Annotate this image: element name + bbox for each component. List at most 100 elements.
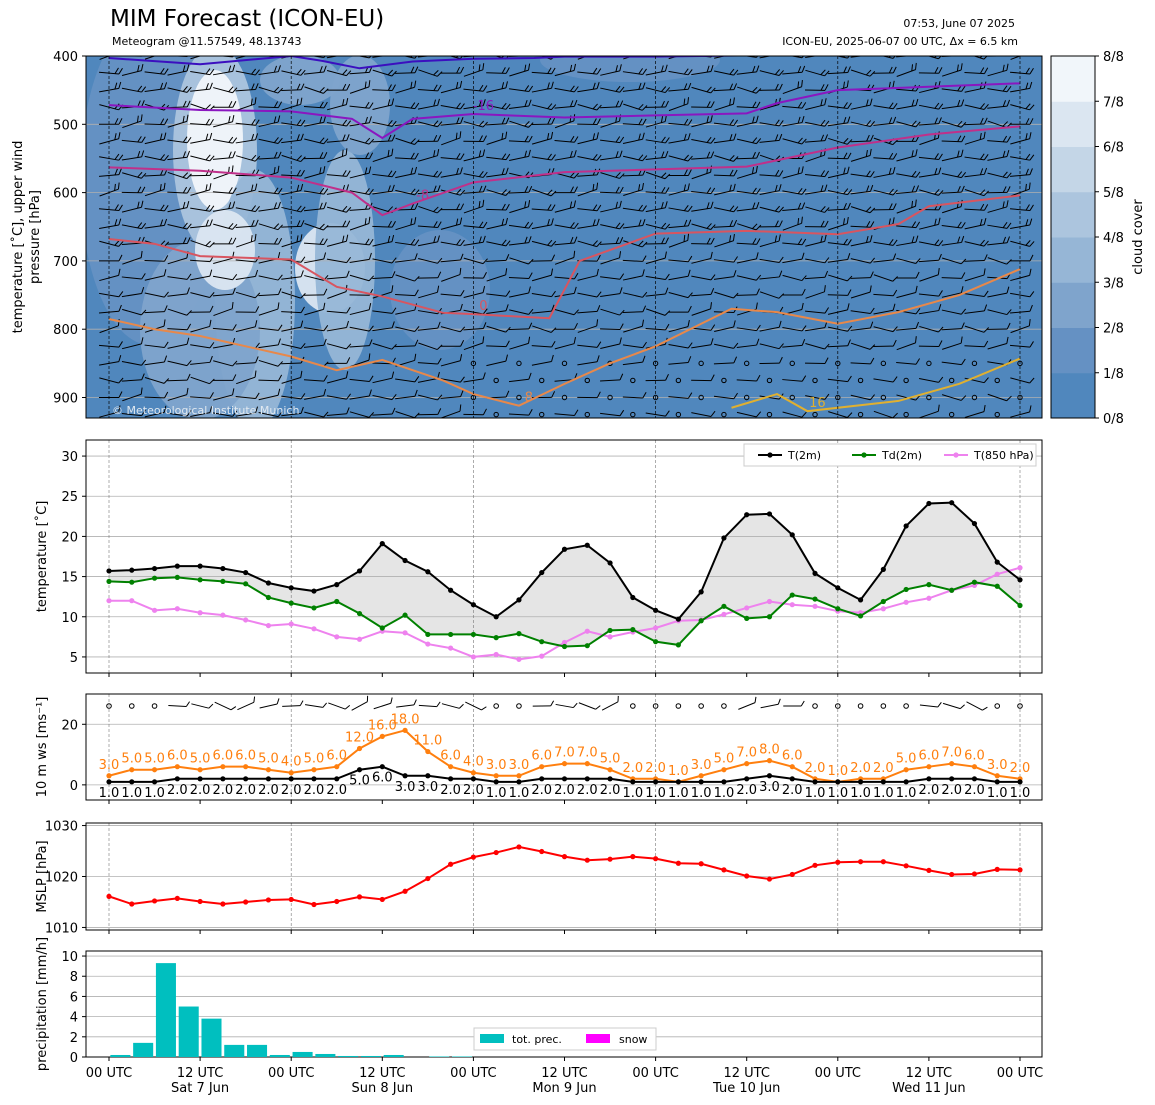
wind-barb [418, 285, 440, 299]
y-tick-label: 4 [70, 1011, 78, 1026]
t850-point [425, 641, 431, 647]
wind-barb [144, 341, 169, 348]
mslp-point [607, 856, 613, 862]
wind-barb [1010, 291, 1035, 298]
mslp-point [675, 860, 681, 866]
wind-barb [600, 85, 625, 93]
wind-barb [554, 186, 578, 194]
y-tick-label: 700 [53, 255, 78, 270]
y-tick-label: 10 [61, 611, 78, 626]
wind-barb [759, 169, 784, 177]
wind-barb [759, 320, 782, 332]
wind-barb [850, 56, 871, 58]
wind-barb [918, 239, 944, 247]
wind-barb [167, 273, 192, 280]
t2m-point [835, 585, 841, 591]
wind-barb [554, 250, 576, 265]
td2m-point [425, 631, 431, 638]
t2m-point [880, 566, 886, 572]
wind-barb [850, 342, 876, 350]
wind-barb [782, 252, 805, 264]
precip-bar [201, 1018, 222, 1057]
wind-barb [349, 303, 372, 316]
isotherm-label: 8 [525, 391, 533, 406]
wind-barb [167, 222, 192, 230]
wind-barb [759, 184, 782, 196]
wind-barb [236, 233, 257, 248]
wind-barb [782, 338, 806, 348]
wind-barb [327, 148, 348, 163]
wind-barb [736, 274, 762, 281]
wind-barb [850, 98, 873, 110]
wind-barb [212, 56, 237, 58]
wind-barb [349, 389, 372, 400]
wind-barb [212, 274, 238, 281]
gust-value-label: 5.0 [144, 752, 165, 767]
wind-barb [281, 320, 304, 332]
wind-barb [577, 240, 602, 248]
wind-barb [966, 701, 988, 711]
precip-bar [429, 1056, 450, 1057]
wind-barb [212, 201, 236, 212]
wind-barb [509, 257, 534, 265]
wind-barb [167, 373, 191, 382]
wind-barb [668, 319, 690, 333]
wind-barb [622, 118, 647, 126]
wind-barb [805, 393, 830, 400]
mslp-point [311, 901, 317, 908]
td2m-point [197, 577, 203, 583]
wind-barb [532, 325, 557, 333]
wind-barb [941, 358, 966, 366]
legend-label: snow [619, 1033, 647, 1046]
wind-gust-point [766, 758, 773, 764]
wind-barb [736, 137, 762, 145]
wind-barb [1010, 254, 1034, 262]
gust-value-label: 2.0 [645, 761, 666, 776]
wind-barb [600, 287, 623, 297]
wind-barb [372, 407, 396, 416]
wind-gust-point [334, 764, 340, 770]
td2m-point [448, 631, 454, 638]
wind-barb [964, 290, 989, 297]
wind-mean-point [971, 776, 978, 782]
wind-barb [645, 251, 667, 265]
wind-barb [896, 170, 921, 178]
mslp-point [744, 873, 750, 879]
y-tick-label: 900 [53, 392, 78, 407]
wind-barb [873, 410, 898, 418]
td2m-point [630, 627, 636, 633]
wind-barb [326, 97, 349, 111]
wind-barb [258, 86, 283, 94]
wind-barb [554, 200, 576, 213]
wind-barb [258, 223, 283, 231]
t2m-point [857, 597, 864, 603]
mean-wind-value-label: 2.0 [600, 783, 621, 798]
calm-wind-marker [539, 377, 545, 384]
wind-barb [214, 701, 237, 711]
mslp-point [356, 894, 363, 900]
x-tick-label: 00 UTC [86, 1066, 132, 1081]
wind-barb [850, 271, 874, 279]
wind-barb [328, 702, 351, 710]
wind-barb [532, 700, 555, 707]
wind-barb [395, 188, 420, 196]
wind-barb [99, 118, 123, 125]
wind-barb [941, 286, 964, 298]
wind-barb [531, 304, 555, 314]
t850-point [766, 598, 773, 605]
mean-wind-value-label: 2.0 [964, 783, 985, 798]
wind-barb [850, 69, 876, 77]
td2m-point [994, 583, 1000, 589]
gust-value-label: 4.0 [281, 755, 302, 770]
mslp-point [971, 871, 978, 877]
wind-barb [805, 270, 829, 280]
colorbar-level [1051, 372, 1095, 419]
wind-mean-point [744, 776, 750, 782]
isotherm-label: -8 [416, 189, 429, 204]
gust-value-label: 2.0 [805, 761, 826, 776]
wind-barb [919, 325, 944, 333]
wind-barb [782, 137, 807, 145]
y-tick-label: 20 [61, 718, 78, 733]
wind-barb [759, 133, 783, 143]
wind-mean-point [470, 776, 476, 782]
